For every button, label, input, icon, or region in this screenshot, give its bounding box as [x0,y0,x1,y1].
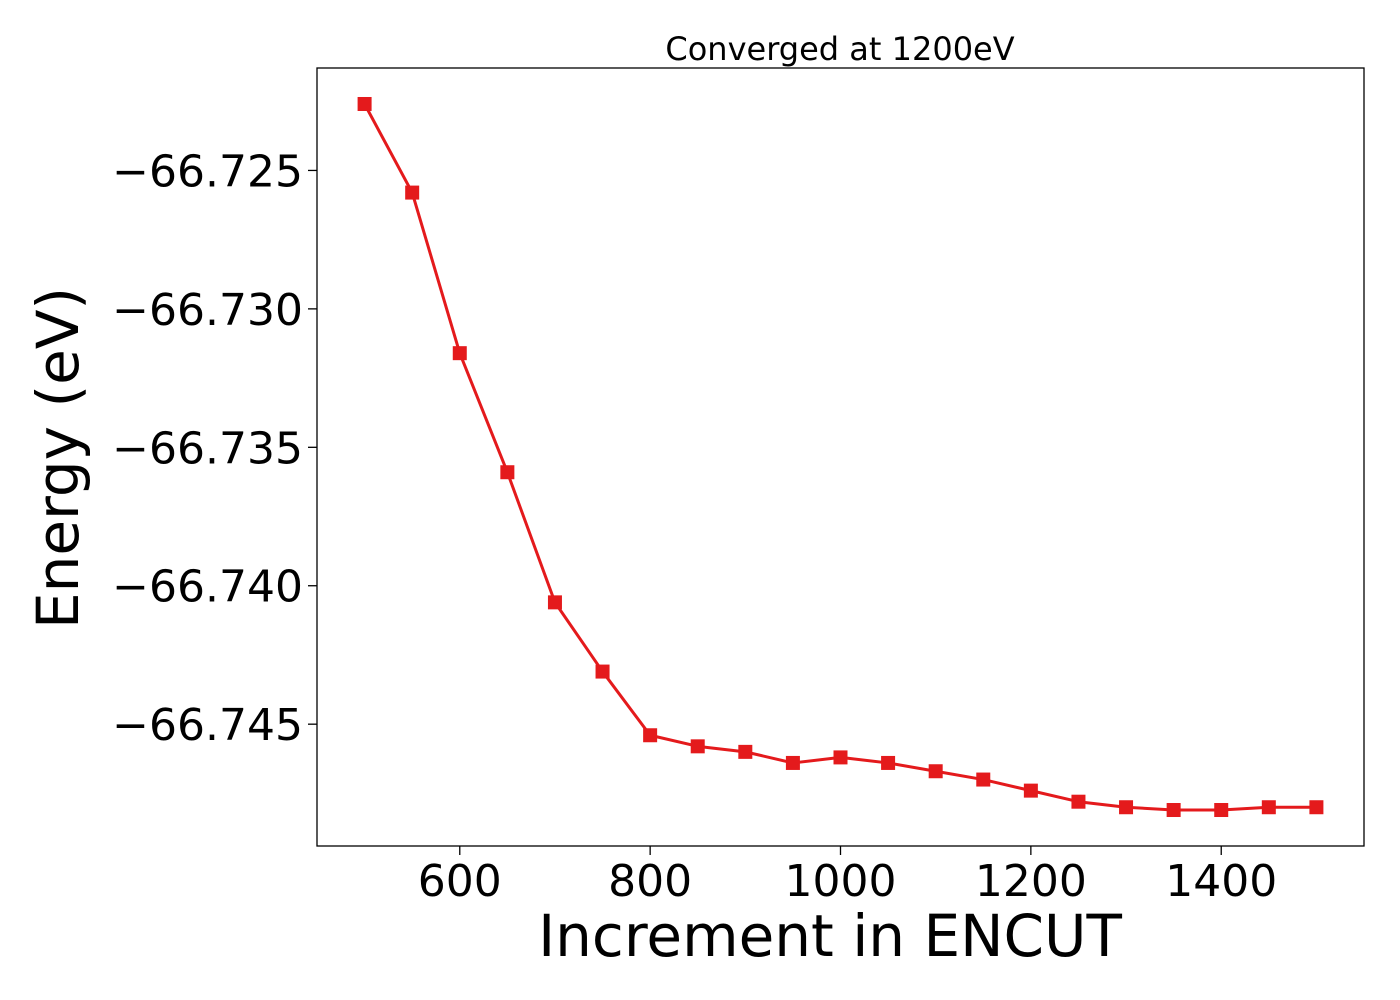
series-line [363,103,1317,812]
data-point-marker [976,772,991,787]
data-point-marker [1261,800,1276,815]
data-point-marker [500,465,515,480]
data-point-marker [1071,794,1086,809]
y-tick-label: −66.745 [112,700,303,751]
data-point-marker [833,750,848,765]
data-point-marker [1166,803,1181,818]
x-tick-label: 1400 [1165,856,1277,907]
x-axis-title: Increment in ENCUT [538,902,1122,970]
data-point-marker [357,96,372,111]
data-point-marker [881,755,896,770]
chart-title: Converged at 1200eV [665,30,1014,68]
y-axis-title: Energy (eV) [24,287,92,629]
y-tick-label: −66.740 [112,562,303,613]
data-point-marker [595,664,610,679]
x-tick-label: 1000 [785,856,897,907]
data-point-marker [643,728,658,743]
data-point-marker [1309,800,1324,815]
x-tick-label: 600 [418,856,502,907]
y-tick-label: −66.725 [112,146,303,197]
y-tick-label: −66.730 [112,285,303,336]
plot-frame [316,67,1365,847]
data-point-marker [452,346,467,361]
x-tick-label: 1200 [975,856,1087,907]
data-point-marker [1119,800,1134,815]
x-tick-label: 800 [608,856,692,907]
y-tick-label: −66.735 [112,423,303,474]
data-point-marker [928,764,943,779]
data-point-marker [1214,803,1229,818]
data-point-marker [405,185,420,200]
data-point-marker [785,755,800,770]
data-point-marker [547,595,562,610]
data-point-marker [1023,783,1038,798]
data-point-marker [690,739,705,754]
data-point-marker [738,744,753,759]
